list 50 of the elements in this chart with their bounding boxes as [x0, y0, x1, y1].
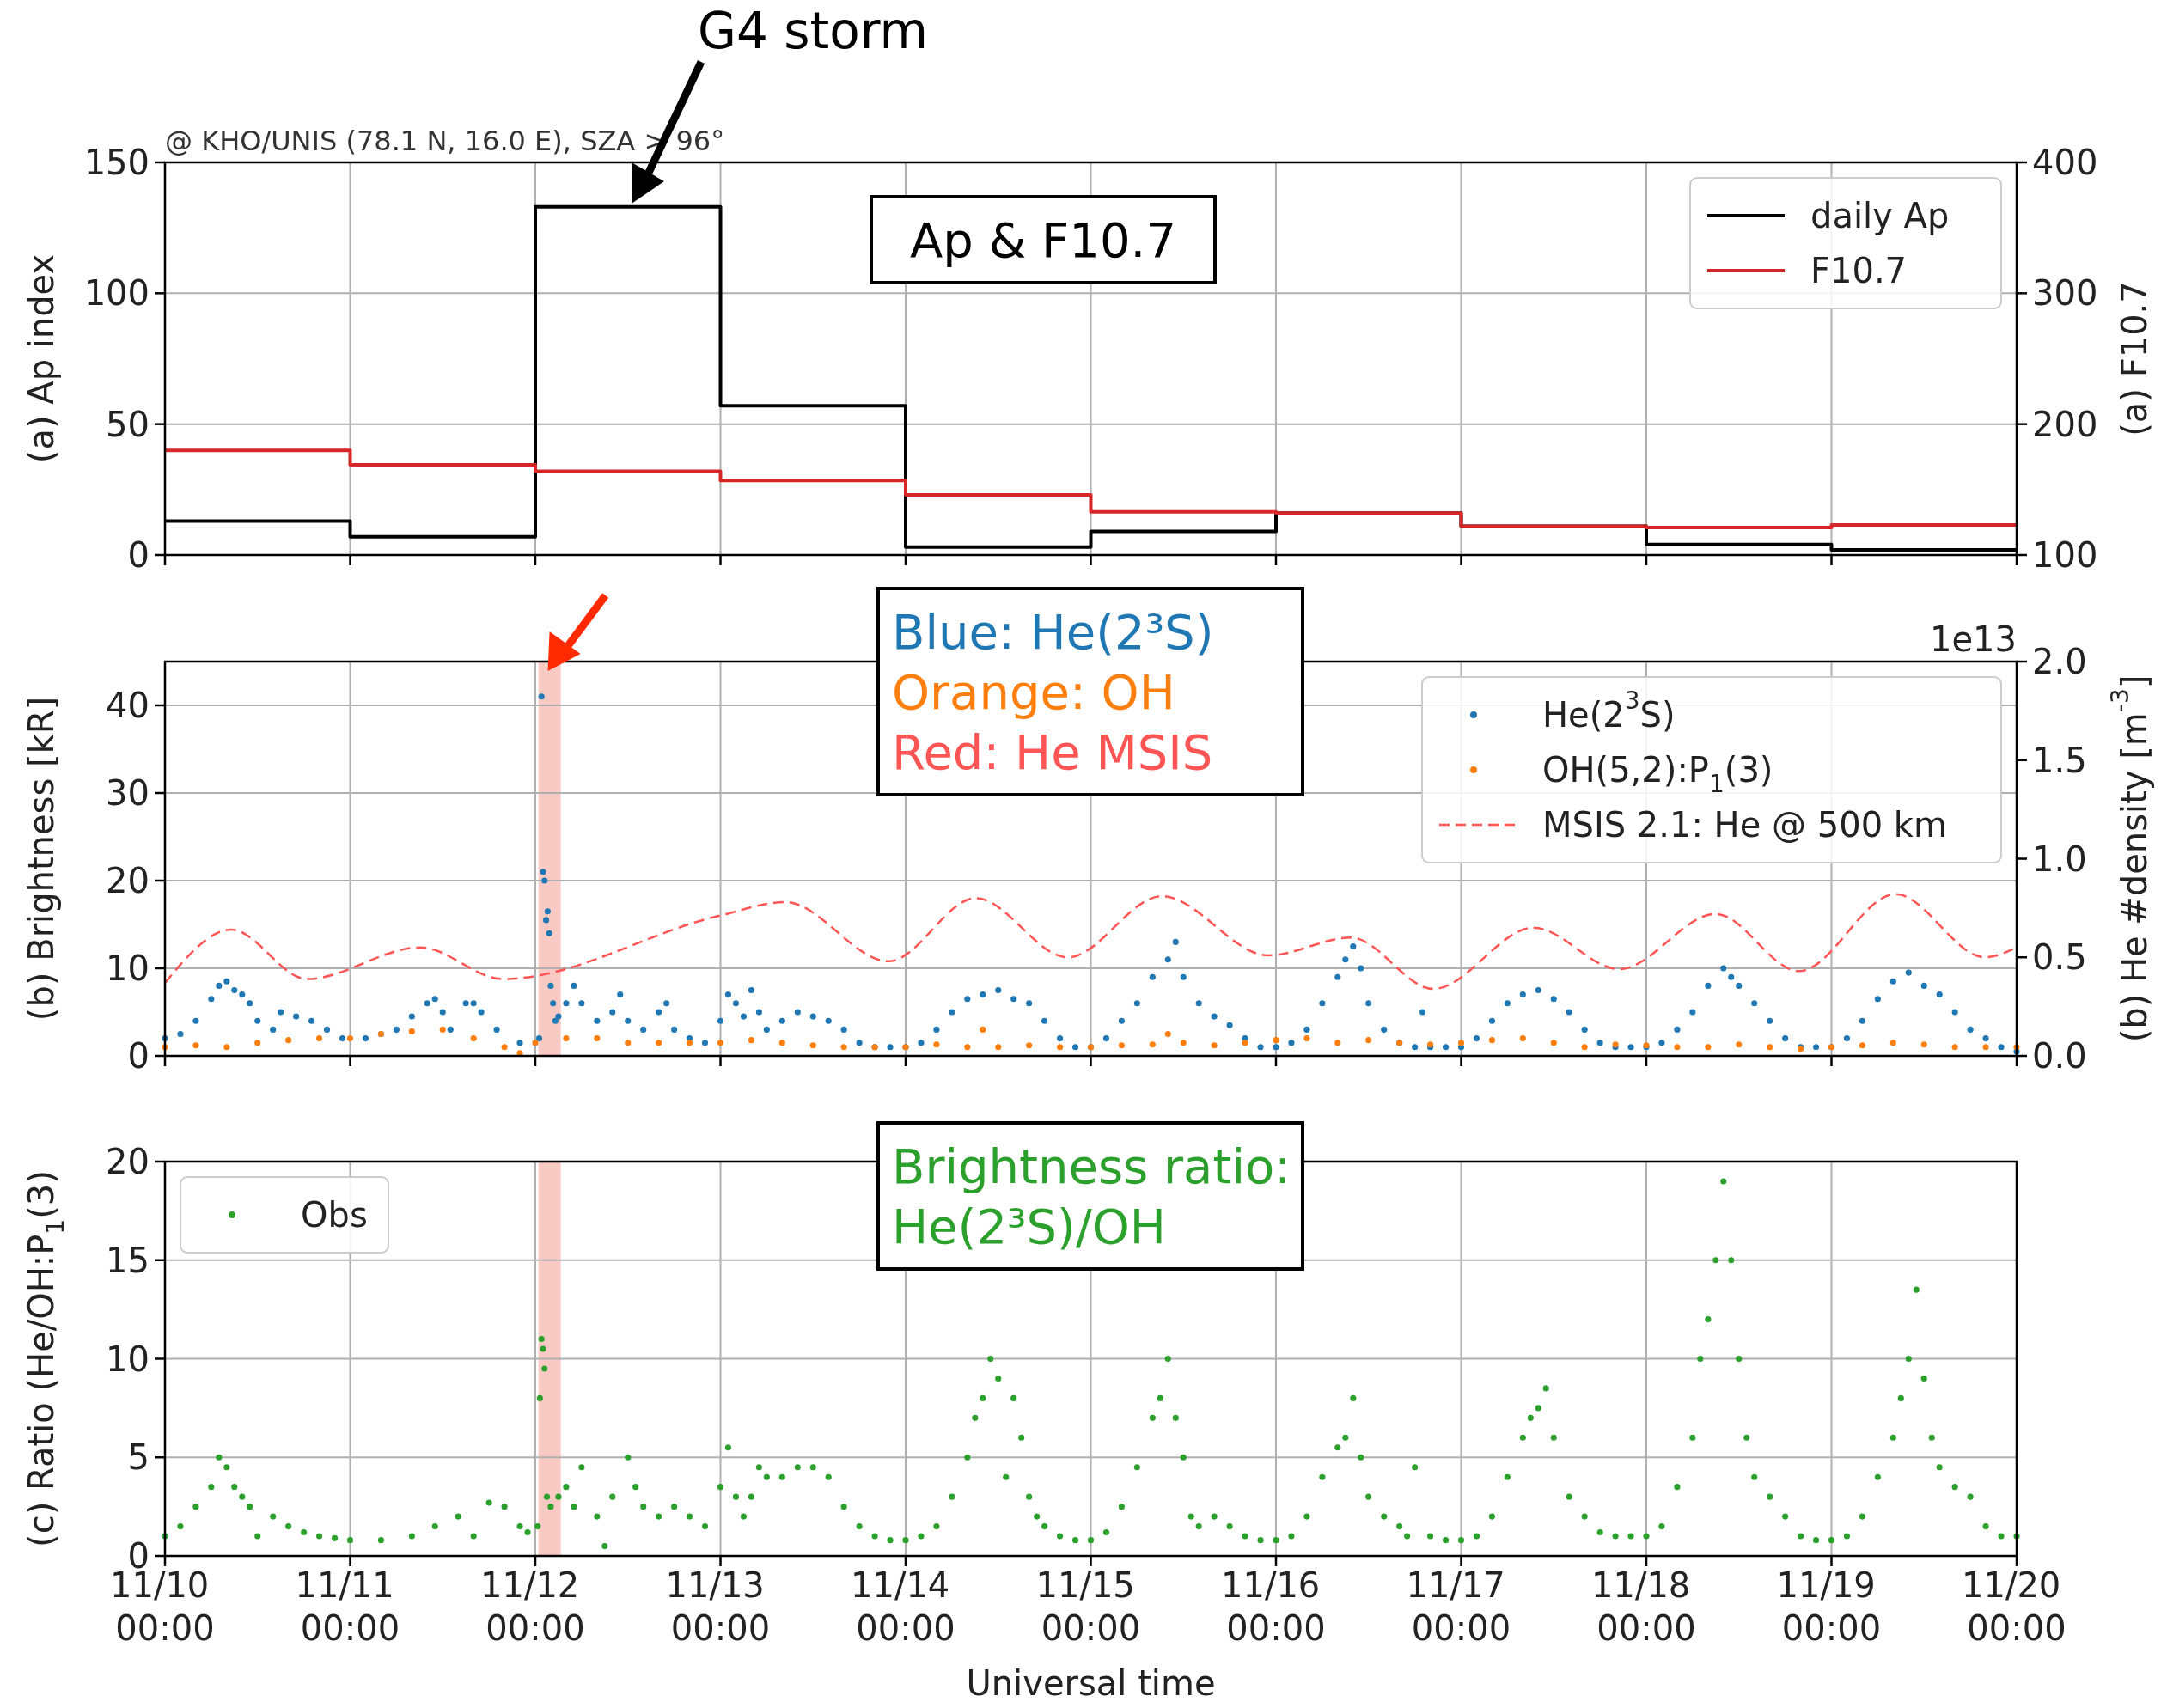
y2-axis-title: (a) F10.7	[2115, 281, 2154, 436]
y-tick-label: 5	[127, 1437, 150, 1478]
x-axis-title: Universal time	[966, 1663, 1216, 1703]
y2-tick-label: 400	[2032, 143, 2098, 182]
y-tick-label: 20	[106, 1142, 150, 1181]
legend-label: He(2$^{3}$S)	[1542, 686, 1676, 735]
annotation: Ap & F10.7	[909, 211, 1177, 268]
y2-tick-label: 100	[2032, 535, 2098, 575]
x-tick-label: 11/20 00:00	[1962, 1565, 2072, 1648]
x-tick-label: 11/18 00:00	[1591, 1565, 1701, 1648]
y2-tick-label: 1.0	[2032, 839, 2087, 879]
y-tick-label: 0	[127, 535, 150, 575]
y2-tick-label: 2.0	[2032, 642, 2087, 681]
y2-tick-label: 1.5	[2032, 740, 2087, 780]
y-tick-label: 0	[127, 1036, 150, 1076]
y2-tick-label: 300	[2032, 273, 2098, 314]
legend-label: daily Ap	[1810, 196, 1950, 235]
text: 1e13	[1930, 619, 2017, 659]
legend-label: MSIS 2.1: He @ 500 km	[1542, 805, 1947, 845]
x-tick-label: 11/16 00:00	[1221, 1565, 1331, 1648]
y-tick-label: 15	[106, 1240, 150, 1280]
annotation: Red: He MSIS	[892, 723, 1213, 780]
legend-label: Obs	[301, 1195, 368, 1235]
x-tick-label: 11/14 00:00	[851, 1565, 961, 1648]
y-axis-title: (b) Brightness [kR]	[21, 696, 61, 1022]
annotation: Brightness ratio:	[892, 1138, 1291, 1194]
legend-label: OH(5,2):P$_{1}$(3)	[1542, 750, 1773, 798]
y-tick-label: 10	[106, 1339, 150, 1379]
y-tick-label: 30	[106, 773, 150, 813]
text: G4 storm	[697, 2, 929, 60]
y2-tick-label: 200	[2032, 404, 2098, 444]
y2-tick-label: 0.0	[2032, 1036, 2087, 1076]
y-tick-label: 20	[106, 861, 150, 900]
legend-label: F10.7	[1810, 251, 1908, 290]
y2-tick-label: 0.5	[2032, 937, 2087, 978]
x-tick-label: 11/15 00:00	[1035, 1565, 1146, 1648]
x-tick-label: 11/13 00:00	[665, 1565, 776, 1648]
y-tick-label: 50	[106, 404, 150, 444]
x-tick-label: 11/19 00:00	[1776, 1565, 1887, 1648]
x-tick-label: 11/12 00:00	[480, 1565, 590, 1648]
y-tick-label: 10	[106, 949, 150, 988]
y-axis-title: (a) Ap index	[21, 253, 61, 464]
y-tick-label: 100	[83, 273, 150, 314]
x-tick-label: 11/11 00:00	[295, 1565, 406, 1648]
y-tick-label: 40	[106, 686, 150, 725]
annotation: Orange: OH	[892, 663, 1175, 720]
text: Blue: He(2³S)	[892, 603, 1214, 660]
annotation: He(2³S)/OH	[892, 1198, 1166, 1254]
y-tick-label: 150	[83, 143, 150, 182]
x-tick-label: 11/17 00:00	[1406, 1565, 1517, 1648]
